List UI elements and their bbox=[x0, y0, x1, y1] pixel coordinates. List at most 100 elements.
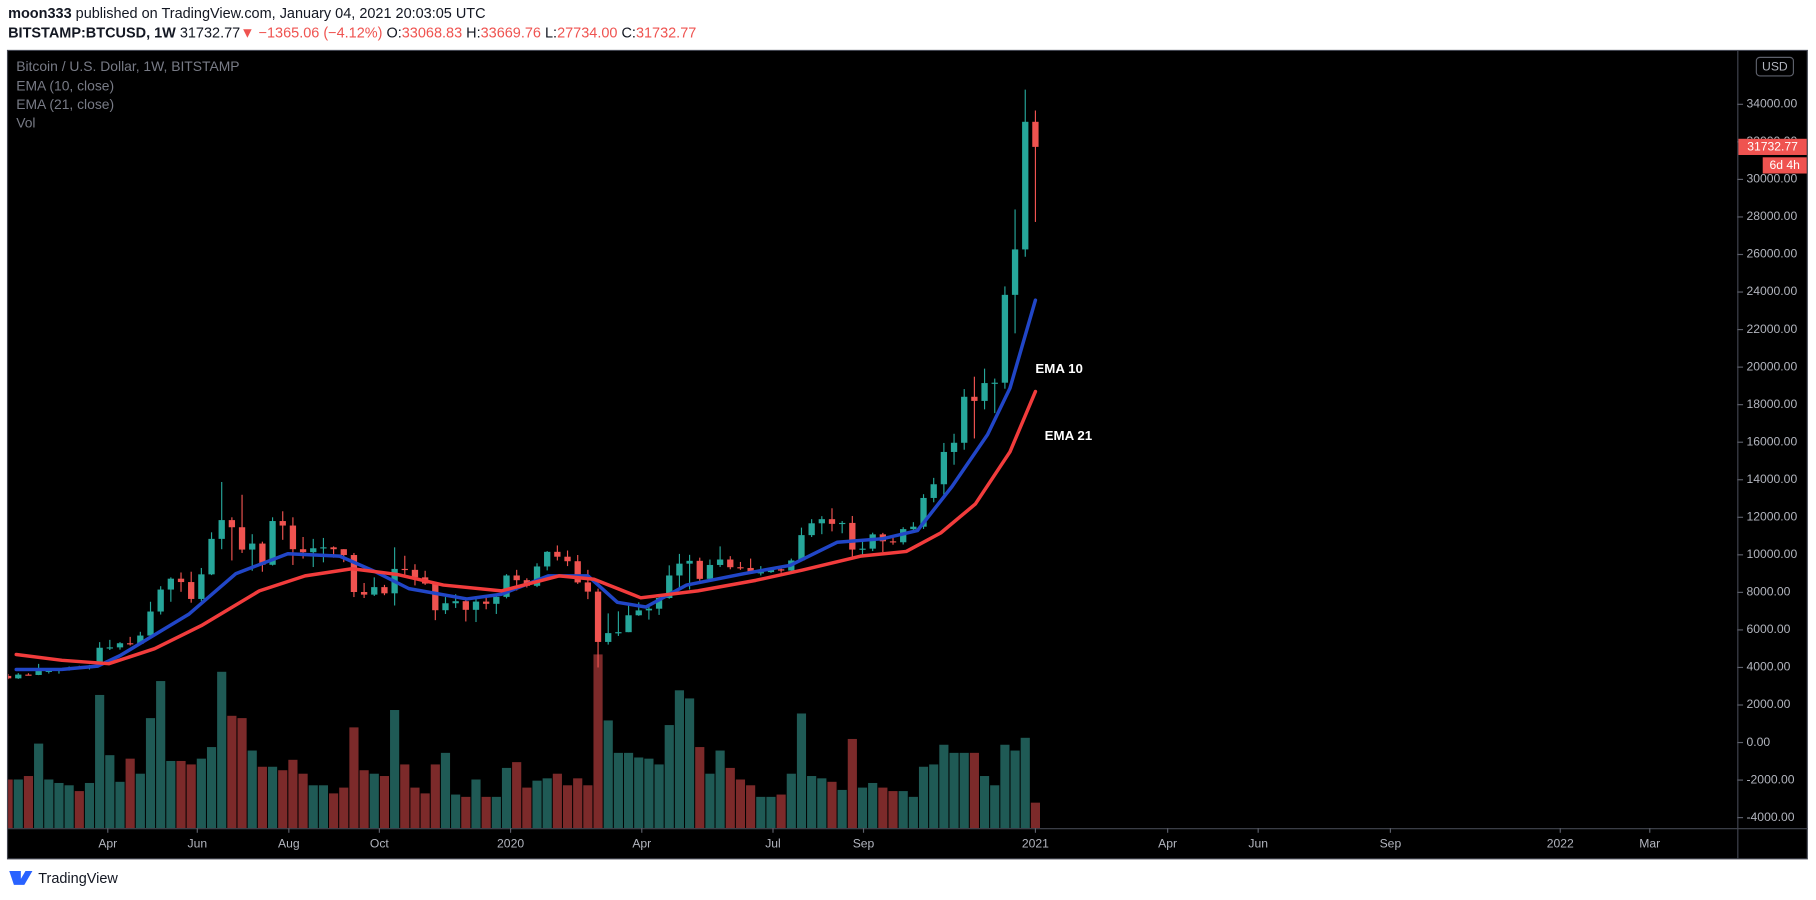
volume-bar bbox=[746, 785, 756, 829]
volume-bar bbox=[390, 710, 400, 829]
legend-entry: EMA (10, close) bbox=[16, 78, 114, 94]
volume-bar bbox=[481, 796, 491, 829]
volume-bar bbox=[64, 785, 74, 829]
candle-body bbox=[991, 382, 998, 384]
volume-bar bbox=[105, 755, 115, 829]
volume-bar bbox=[1000, 744, 1010, 829]
volume-bar bbox=[257, 766, 267, 829]
y-tick-label: 18000.00 bbox=[1747, 397, 1798, 411]
y-tick-label: 4000.00 bbox=[1747, 660, 1791, 674]
candle-body bbox=[1011, 249, 1019, 295]
candle-body bbox=[940, 451, 948, 485]
candle-body bbox=[340, 549, 347, 556]
volume-bar bbox=[796, 713, 807, 829]
volume-bar bbox=[878, 787, 888, 829]
y-tick-label: 12000.00 bbox=[1747, 510, 1798, 524]
candle-body bbox=[218, 520, 225, 539]
countdown-box bbox=[1762, 157, 1807, 174]
x-tick-label: 2021 bbox=[1022, 837, 1049, 851]
volume-bar bbox=[735, 779, 746, 829]
volume-bar bbox=[705, 773, 715, 829]
volume-bar bbox=[837, 789, 847, 829]
volume-bar bbox=[471, 779, 481, 829]
x-tick-label: 2020 bbox=[497, 837, 524, 851]
low-label: L: bbox=[545, 25, 557, 41]
candle-body bbox=[798, 535, 805, 561]
volume-bar bbox=[95, 694, 105, 829]
volume-bar bbox=[583, 785, 593, 829]
candle-body bbox=[655, 598, 663, 609]
candle-body bbox=[849, 522, 856, 550]
volume-bar bbox=[349, 727, 359, 829]
currency[interactable]: USD bbox=[1762, 59, 1788, 73]
candle-body bbox=[45, 670, 52, 672]
volume-bar bbox=[84, 782, 95, 829]
y-tick-label: 14000.00 bbox=[1747, 472, 1798, 486]
candle-body bbox=[676, 563, 683, 576]
volume-bar bbox=[196, 758, 206, 829]
volume-bar bbox=[206, 747, 217, 829]
candle-body bbox=[1001, 294, 1009, 383]
volume-bar bbox=[278, 770, 288, 829]
candle-body bbox=[96, 647, 103, 666]
volume-bar bbox=[644, 758, 654, 829]
candle-body bbox=[320, 547, 327, 549]
close-label: C: bbox=[621, 25, 635, 41]
candle-body bbox=[513, 575, 520, 581]
arrow: ▼ bbox=[240, 25, 254, 41]
candle-body bbox=[727, 559, 734, 568]
candle-body bbox=[503, 575, 510, 597]
plot bbox=[8, 89, 1040, 829]
volume-bar bbox=[593, 654, 603, 829]
last: 31732.77 bbox=[180, 25, 240, 41]
volume-bar bbox=[766, 796, 776, 829]
x-tick-label: Sep bbox=[853, 837, 875, 851]
volume-bar bbox=[74, 791, 84, 829]
candle-body bbox=[15, 674, 22, 679]
candle-body bbox=[920, 497, 927, 527]
candle-body bbox=[666, 575, 673, 599]
countdown: 6d 4h bbox=[1770, 158, 1800, 172]
x-tick-label: Mar bbox=[1639, 837, 1660, 851]
candle-body bbox=[961, 396, 968, 443]
symbol: BITSTAMP:BTCUSD, 1W bbox=[8, 25, 176, 41]
candle-body bbox=[432, 583, 439, 611]
candle-body bbox=[594, 591, 602, 642]
volume-bar bbox=[807, 776, 817, 829]
volume-bar bbox=[959, 752, 969, 829]
candle-body bbox=[635, 610, 642, 616]
low: 27734.00 bbox=[557, 25, 617, 41]
publish-line: moon333 published on TradingView.com, Ja… bbox=[8, 6, 486, 22]
volume-bar bbox=[34, 743, 44, 829]
change: −1365.06 (−4.12%) bbox=[259, 25, 383, 41]
y-tick-label: 0.00 bbox=[1747, 735, 1771, 749]
volume-bar bbox=[288, 759, 298, 829]
volume-bar bbox=[318, 785, 328, 829]
candle-body bbox=[259, 543, 266, 565]
candle-body bbox=[706, 564, 714, 579]
high: 33669.76 bbox=[481, 25, 541, 41]
candle-body bbox=[147, 611, 154, 636]
candle-body bbox=[116, 643, 124, 648]
volume-bar bbox=[695, 747, 705, 829]
volume-bar bbox=[267, 766, 278, 829]
last-price: 31732.77 bbox=[1747, 140, 1798, 154]
volume-bar bbox=[898, 791, 908, 829]
candle-body bbox=[188, 582, 195, 599]
volume-bar bbox=[145, 718, 156, 829]
last-price-box bbox=[1738, 138, 1807, 155]
candle-body bbox=[472, 601, 480, 610]
volume-bar bbox=[156, 681, 166, 829]
volume-bar bbox=[44, 779, 54, 829]
x-tick-label: Oct bbox=[370, 837, 390, 851]
volume-bar bbox=[674, 690, 684, 829]
volume-bar bbox=[868, 782, 878, 829]
volume-bar bbox=[369, 773, 379, 829]
brand-logo bbox=[9, 870, 33, 885]
candle-body bbox=[981, 383, 988, 401]
volume-bar bbox=[573, 778, 583, 829]
volume-bar bbox=[827, 781, 837, 829]
currency-box[interactable] bbox=[1755, 56, 1794, 77]
volume-bar bbox=[166, 760, 176, 829]
